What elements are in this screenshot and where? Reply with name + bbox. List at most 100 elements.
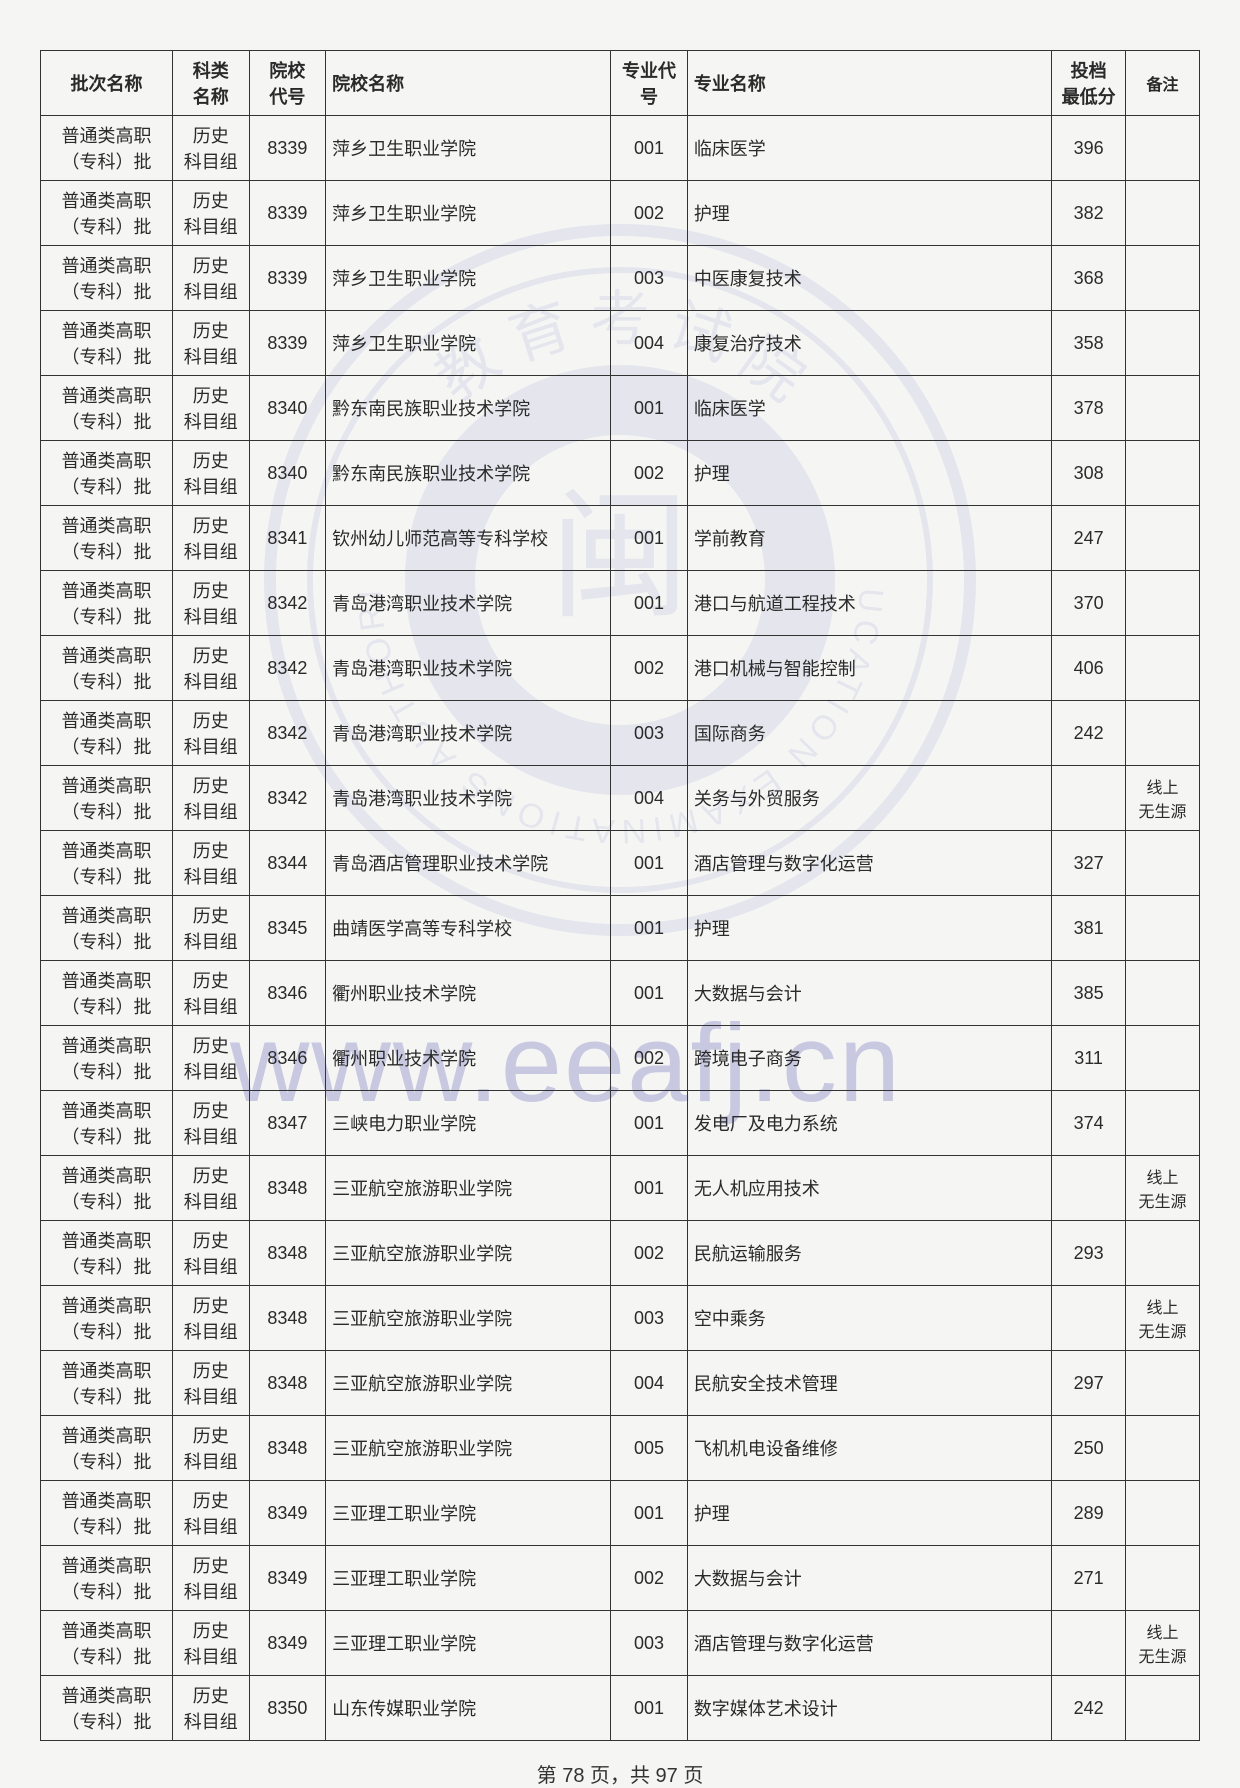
table-row: 普通类高职 （专科）批历史 科目组8340黔东南民族职业技术学院002护理308: [41, 441, 1200, 506]
admission-table: 批次名称科类 名称院校 代号院校名称专业代 号专业名称投档 最低分备注 普通类高…: [40, 50, 1200, 1741]
cell-batch: 普通类高职 （专科）批: [41, 311, 173, 376]
cell-score: 247: [1052, 506, 1126, 571]
table-row: 普通类高职 （专科）批历史 科目组8339萍乡卫生职业学院002护理382: [41, 181, 1200, 246]
cell-batch: 普通类高职 （专科）批: [41, 1416, 173, 1481]
cell-sname: 青岛港湾职业技术学院: [326, 701, 611, 766]
cell-mcode: 002: [611, 1546, 688, 1611]
cell-mcode: 003: [611, 1611, 688, 1676]
cell-score: 289: [1052, 1481, 1126, 1546]
cell-sname: 三亚航空旅游职业学院: [326, 1286, 611, 1351]
cell-batch: 普通类高职 （专科）批: [41, 831, 173, 896]
cell-note: [1126, 961, 1200, 1026]
cell-sname: 青岛酒店管理职业技术学院: [326, 831, 611, 896]
cell-sname: 萍乡卫生职业学院: [326, 116, 611, 181]
table-row: 普通类高职 （专科）批历史 科目组8348三亚航空旅游职业学院005飞机机电设备…: [41, 1416, 1200, 1481]
cell-score: 385: [1052, 961, 1126, 1026]
cell-sname: 三亚理工职业学院: [326, 1611, 611, 1676]
cell-batch: 普通类高职 （专科）批: [41, 376, 173, 441]
cell-subj: 历史 科目组: [173, 1026, 250, 1091]
cell-batch: 普通类高职 （专科）批: [41, 766, 173, 831]
cell-scode: 8346: [249, 1026, 326, 1091]
cell-mcode: 001: [611, 1481, 688, 1546]
cell-note: [1126, 1676, 1200, 1741]
cell-score: 374: [1052, 1091, 1126, 1156]
cell-mname: 大数据与会计: [687, 961, 1051, 1026]
cell-batch: 普通类高职 （专科）批: [41, 1546, 173, 1611]
cell-mcode: 003: [611, 1286, 688, 1351]
cell-scode: 8342: [249, 636, 326, 701]
cell-batch: 普通类高职 （专科）批: [41, 246, 173, 311]
cell-score: [1052, 1156, 1126, 1221]
cell-note: [1126, 1221, 1200, 1286]
col-header-batch: 批次名称: [41, 51, 173, 116]
cell-score: 271: [1052, 1546, 1126, 1611]
cell-mname: 民航运输服务: [687, 1221, 1051, 1286]
cell-subj: 历史 科目组: [173, 1286, 250, 1351]
cell-mname: 学前教育: [687, 506, 1051, 571]
cell-score: 396: [1052, 116, 1126, 181]
cell-mname: 临床医学: [687, 116, 1051, 181]
cell-note: [1126, 116, 1200, 181]
cell-sname: 曲靖医学高等专科学校: [326, 896, 611, 961]
cell-mcode: 001: [611, 1676, 688, 1741]
table-row: 普通类高职 （专科）批历史 科目组8348三亚航空旅游职业学院002民航运输服务…: [41, 1221, 1200, 1286]
col-header-scode: 院校 代号: [249, 51, 326, 116]
cell-scode: 8348: [249, 1221, 326, 1286]
cell-scode: 8349: [249, 1481, 326, 1546]
cell-mname: 护理: [687, 441, 1051, 506]
cell-note: [1126, 1481, 1200, 1546]
cell-batch: 普通类高职 （专科）批: [41, 1026, 173, 1091]
col-header-mcode: 专业代 号: [611, 51, 688, 116]
cell-mcode: 001: [611, 896, 688, 961]
cell-subj: 历史 科目组: [173, 1091, 250, 1156]
cell-mcode: 001: [611, 116, 688, 181]
col-header-mname: 专业名称: [687, 51, 1051, 116]
cell-mname: 护理: [687, 896, 1051, 961]
cell-sname: 青岛港湾职业技术学院: [326, 636, 611, 701]
cell-score: [1052, 766, 1126, 831]
table-row: 普通类高职 （专科）批历史 科目组8341钦州幼儿师范高等专科学校001学前教育…: [41, 506, 1200, 571]
cell-subj: 历史 科目组: [173, 441, 250, 506]
cell-subj: 历史 科目组: [173, 1481, 250, 1546]
cell-note: [1126, 1091, 1200, 1156]
cell-mcode: 002: [611, 636, 688, 701]
cell-mcode: 004: [611, 766, 688, 831]
cell-batch: 普通类高职 （专科）批: [41, 571, 173, 636]
cell-scode: 8348: [249, 1156, 326, 1221]
cell-scode: 8349: [249, 1611, 326, 1676]
cell-sname: 萍乡卫生职业学院: [326, 246, 611, 311]
cell-mcode: 002: [611, 1221, 688, 1286]
table-row: 普通类高职 （专科）批历史 科目组8342青岛港湾职业技术学院001港口与航道工…: [41, 571, 1200, 636]
cell-scode: 8348: [249, 1351, 326, 1416]
cell-batch: 普通类高职 （专科）批: [41, 961, 173, 1026]
cell-note: [1126, 1026, 1200, 1091]
cell-score: 370: [1052, 571, 1126, 636]
cell-subj: 历史 科目组: [173, 376, 250, 441]
cell-note: 线上 无生源: [1126, 1156, 1200, 1221]
cell-mname: 酒店管理与数字化运营: [687, 831, 1051, 896]
cell-batch: 普通类高职 （专科）批: [41, 896, 173, 961]
cell-mcode: 001: [611, 961, 688, 1026]
cell-note: [1126, 506, 1200, 571]
cell-scode: 8341: [249, 506, 326, 571]
cell-sname: 山东传媒职业学院: [326, 1676, 611, 1741]
cell-batch: 普通类高职 （专科）批: [41, 1611, 173, 1676]
table-row: 普通类高职 （专科）批历史 科目组8347三峡电力职业学院001发电厂及电力系统…: [41, 1091, 1200, 1156]
cell-subj: 历史 科目组: [173, 831, 250, 896]
cell-subj: 历史 科目组: [173, 571, 250, 636]
col-header-score: 投档 最低分: [1052, 51, 1126, 116]
cell-note: [1126, 1351, 1200, 1416]
col-header-note: 备注: [1126, 51, 1200, 116]
table-row: 普通类高职 （专科）批历史 科目组8350山东传媒职业学院001数字媒体艺术设计…: [41, 1676, 1200, 1741]
cell-batch: 普通类高职 （专科）批: [41, 1351, 173, 1416]
cell-sname: 三亚航空旅游职业学院: [326, 1416, 611, 1481]
table-row: 普通类高职 （专科）批历史 科目组8348三亚航空旅游职业学院001无人机应用技…: [41, 1156, 1200, 1221]
cell-mname: 民航安全技术管理: [687, 1351, 1051, 1416]
cell-score: 378: [1052, 376, 1126, 441]
table-row: 普通类高职 （专科）批历史 科目组8348三亚航空旅游职业学院003空中乘务线上…: [41, 1286, 1200, 1351]
cell-scode: 8346: [249, 961, 326, 1026]
cell-scode: 8348: [249, 1286, 326, 1351]
cell-subj: 历史 科目组: [173, 311, 250, 376]
cell-scode: 8340: [249, 376, 326, 441]
cell-note: [1126, 181, 1200, 246]
